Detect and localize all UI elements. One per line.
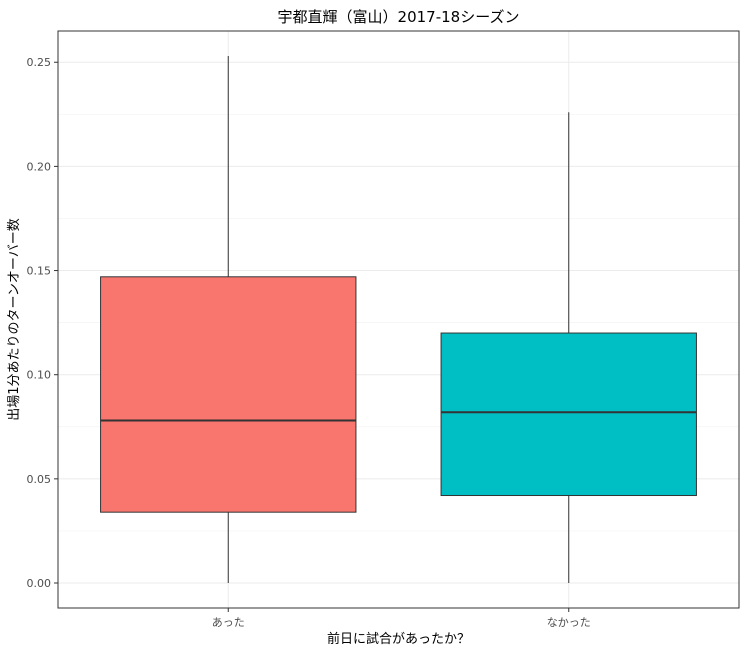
box-body: [100, 276, 357, 513]
box-body: [440, 332, 697, 497]
y-tick-label: 0.00: [27, 577, 52, 590]
y-tick-label: 0.25: [27, 56, 52, 69]
plot-panel-border: [57, 30, 740, 609]
x-tick-label: あった: [212, 616, 245, 629]
x-axis: あった なかった: [212, 608, 591, 629]
y-tick-label: 0.10: [27, 369, 52, 382]
box-2: [440, 112, 697, 584]
chart-title: 宇都直輝（富山）2017-18シーズン: [278, 8, 520, 26]
y-tick-label: 0.20: [27, 160, 52, 173]
boxplot-series: [100, 55, 697, 584]
y-tick-label: 0.05: [27, 473, 52, 486]
x-axis-title: 前日に試合があったか？: [327, 631, 470, 647]
box-1: [100, 55, 357, 584]
y-axis-title: 出場1分あたりのターンオーバー数: [7, 218, 22, 421]
x-tick-label: なかった: [547, 616, 591, 629]
y-tick-label: 0.15: [27, 265, 52, 278]
y-axis: 0.00 0.05 0.10 0.15 0.20 0.25: [27, 56, 58, 590]
